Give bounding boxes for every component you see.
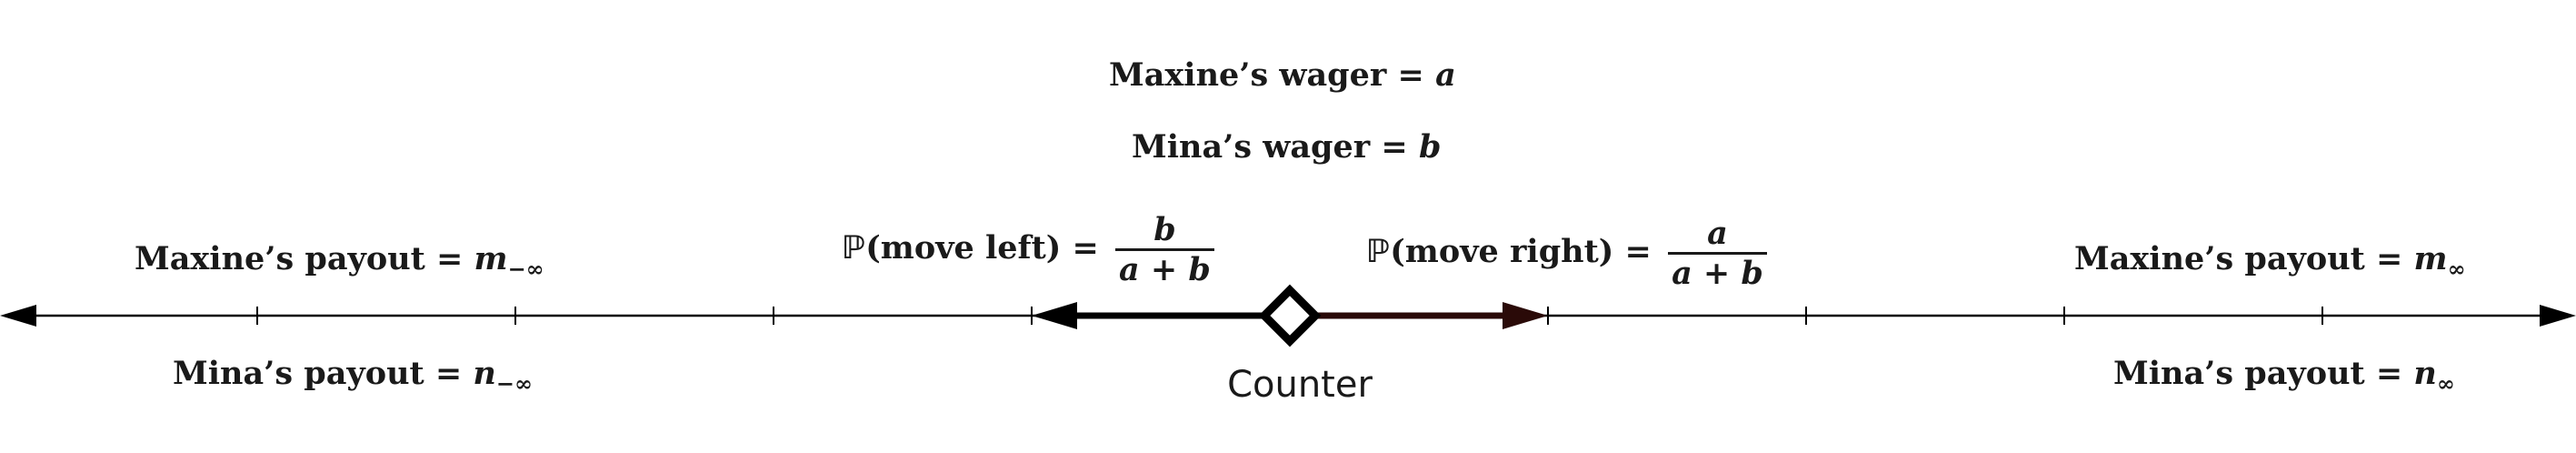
move-left-arrowhead xyxy=(1032,302,1077,329)
mina-payout-left-sub: −∞ xyxy=(495,370,533,397)
mina-payout-right-var: n xyxy=(2413,355,2437,392)
mina-payout-right-text: Mina’s payout = xyxy=(2113,355,2414,392)
mina-wager-label: Mina’s wager = b xyxy=(1132,128,1441,166)
mina-wager-text: Mina’s wager = xyxy=(1132,128,1419,166)
mina-payout-right-sub: ∞ xyxy=(2436,370,2455,397)
maxine-payout-right-var: m xyxy=(2413,240,2448,277)
maxine-payout-left-var: m xyxy=(474,240,508,277)
counter-diamond xyxy=(1258,284,1322,347)
mina-payout-left-label: Mina’s payout = n−∞ xyxy=(173,355,533,397)
prob-left-text: (move left) = xyxy=(865,229,1111,267)
prob-left-numerator: b xyxy=(1153,211,1176,248)
maxine-payout-right-sub: ∞ xyxy=(2447,256,2466,282)
counter-label: Counter xyxy=(1227,364,1373,406)
mina-payout-left-text: Mina’s payout = xyxy=(173,355,474,392)
prob-left-symbol: ℙ xyxy=(842,230,866,267)
maxine-payout-right-text: Maxine’s payout = xyxy=(2074,240,2414,277)
mina-payout-left-var: n xyxy=(473,355,496,392)
axis-left-arrowhead xyxy=(0,305,36,327)
maxine-payout-right-label: Maxine’s payout = m∞ xyxy=(2074,240,2466,282)
prob-right-numerator: a xyxy=(1707,215,1728,252)
prob-right-denominator: a + b xyxy=(1668,252,1767,292)
axis-right-arrowhead xyxy=(2540,305,2576,327)
maxine-payout-left-label: Maxine’s payout = m−∞ xyxy=(135,240,544,282)
maxine-payout-left-sub: −∞ xyxy=(507,256,544,282)
mina-wager-var: b xyxy=(1418,128,1442,166)
maxine-wager-text: Maxine’s wager = xyxy=(1109,56,1436,94)
maxine-wager-var: a xyxy=(1435,56,1456,94)
maxine-wager-label: Maxine’s wager = a xyxy=(1109,56,1456,94)
prob-right-symbol: ℙ xyxy=(1366,234,1391,270)
prob-left-denominator: a + b xyxy=(1115,248,1214,288)
move-right-arrowhead xyxy=(1503,302,1548,329)
prob-right-text: (move right) = xyxy=(1390,233,1663,270)
maxine-payout-left-text: Maxine’s payout = xyxy=(135,240,474,277)
mina-payout-right-label: Mina’s payout = n∞ xyxy=(2113,355,2455,397)
